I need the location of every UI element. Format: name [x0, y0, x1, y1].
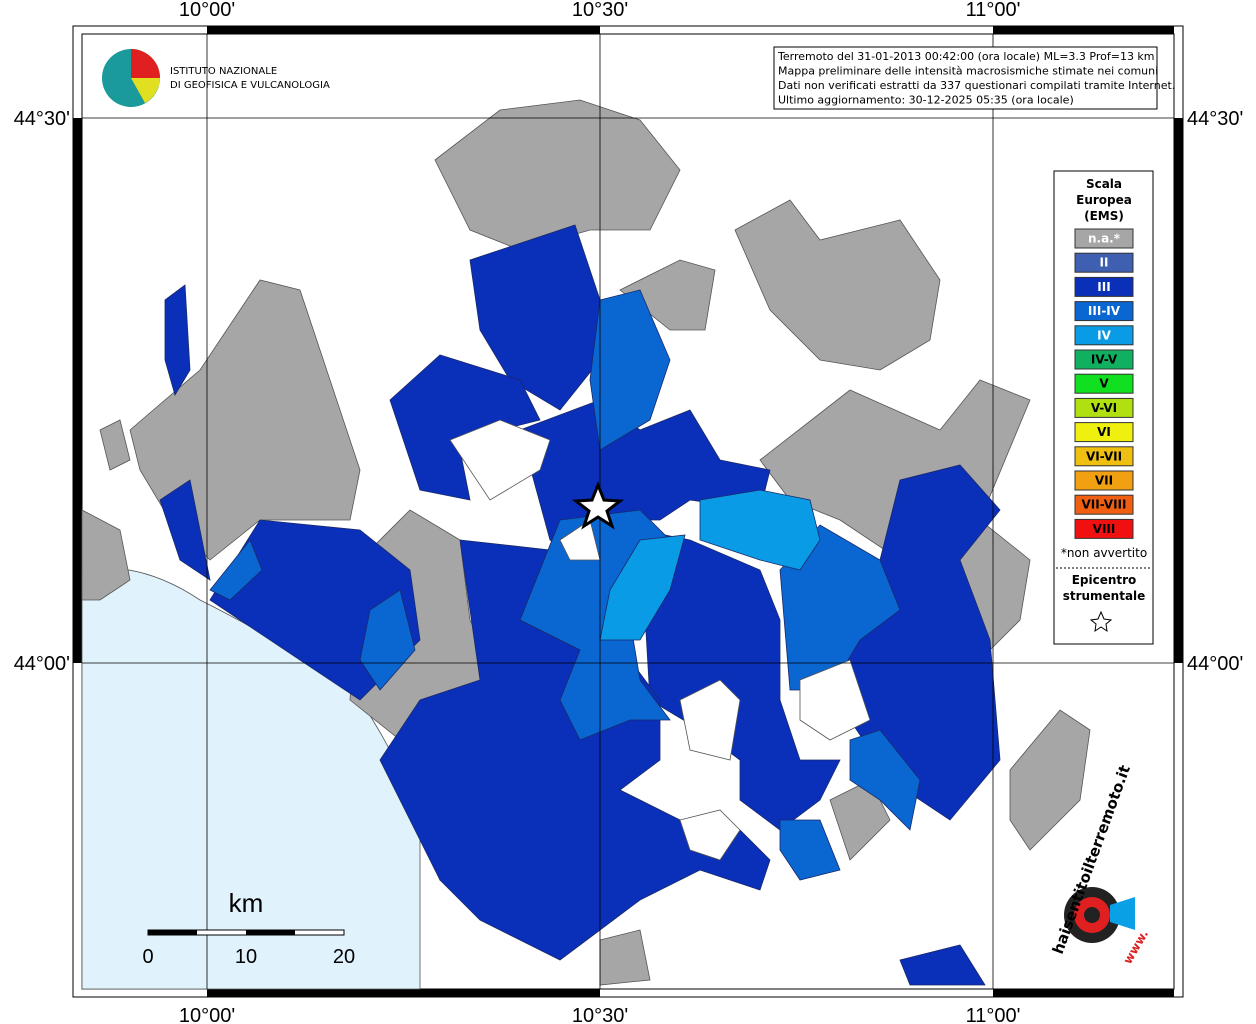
legend-epicenter: strumentale: [1063, 589, 1146, 603]
logo-text: ISTITUTO NAZIONALE: [170, 66, 277, 77]
lat-label: 44°00': [14, 653, 70, 675]
legend-swatch: [1074, 325, 1134, 346]
scale-tick: 10: [235, 946, 257, 968]
info-line: Terremoto del 31-01-2013 00:42:00 (ora l…: [777, 50, 1155, 63]
legend-label: VI-VII: [1086, 449, 1122, 463]
legend-label: n.a.*: [1088, 232, 1121, 246]
legend-label: VII-VIII: [1081, 498, 1126, 512]
legend-swatch: [1074, 228, 1134, 249]
legend-swatch: [1074, 301, 1134, 322]
legend-label: III-IV: [1088, 304, 1121, 318]
legend-swatch: [1074, 252, 1134, 273]
legend-title: Europea: [1076, 193, 1132, 207]
legend-swatch: [1074, 397, 1134, 418]
legend-swatch: [1074, 518, 1134, 539]
scale-tick: 20: [333, 946, 355, 968]
lon-label: 10°30': [572, 1005, 628, 1024]
legend-label: IV-V: [1091, 353, 1118, 367]
legend-label: VI: [1097, 425, 1111, 439]
legend-swatch: [1074, 373, 1134, 394]
info-line: Dati non verificati estratti da 337 ques…: [778, 79, 1175, 92]
municipalities: [81, 99, 1091, 986]
legend-note: *non avvertito: [1061, 546, 1147, 560]
legend-label: VIII: [1093, 522, 1116, 536]
logo-text: DI GEOFISICA E VULCANOLOGIA: [170, 80, 330, 91]
lon-label: 10°00': [179, 1005, 235, 1024]
lat-label: 44°30': [14, 108, 70, 130]
lon-label: 10°30': [572, 0, 628, 21]
legend-epicenter: Epicentro: [1072, 573, 1137, 587]
legend-label: V: [1099, 377, 1109, 391]
info-line: Mappa preliminare delle intensità macros…: [778, 65, 1158, 78]
lat-label: 44°30': [1187, 108, 1243, 130]
scale-ticks: 0 10 20: [142, 946, 355, 968]
info-box: [773, 46, 1158, 110]
epicenter-star: [571, 480, 625, 530]
legend-swatch: [1074, 446, 1134, 467]
lon-label: 11°00': [966, 1005, 1021, 1024]
legend-star: [1089, 610, 1113, 633]
scale-bar: km: [147, 888, 345, 936]
legend-label: II: [1100, 256, 1109, 270]
scale-tick: 0: [142, 946, 153, 968]
legend-swatch: [1074, 276, 1134, 297]
ingv-logo: ISTITUTO NAZIONALE DI GEOFISICA E VULCAN…: [102, 49, 330, 107]
lat-label: 44°00': [1187, 653, 1243, 675]
info-line: Ultimo aggiornamento: 30-12-2025 05:35 (…: [778, 94, 1074, 107]
legend-swatch: [1074, 470, 1134, 491]
legend-swatch: [1074, 494, 1134, 515]
lon-label: 10°00': [179, 0, 235, 21]
legend-label: V-VI: [1091, 401, 1117, 415]
info: Terremoto del 31-01-2013 00:42:00 (ora l…: [777, 50, 1175, 107]
legend-swatch: [1074, 422, 1134, 443]
scale-unit: km: [229, 888, 264, 918]
legend-label: IV: [1097, 328, 1111, 342]
legend-title: Scala: [1086, 177, 1122, 191]
legend-label: III: [1097, 280, 1110, 294]
lon-label: 11°00': [966, 0, 1021, 21]
legend-title: (EMS): [1084, 209, 1124, 223]
legend-swatch: [1074, 349, 1134, 370]
legend: ScalaEuropea(EMS)n.a.*IIIIIIII-IVIVIV-VV…: [1061, 177, 1147, 603]
legend-label: VII: [1095, 474, 1113, 488]
